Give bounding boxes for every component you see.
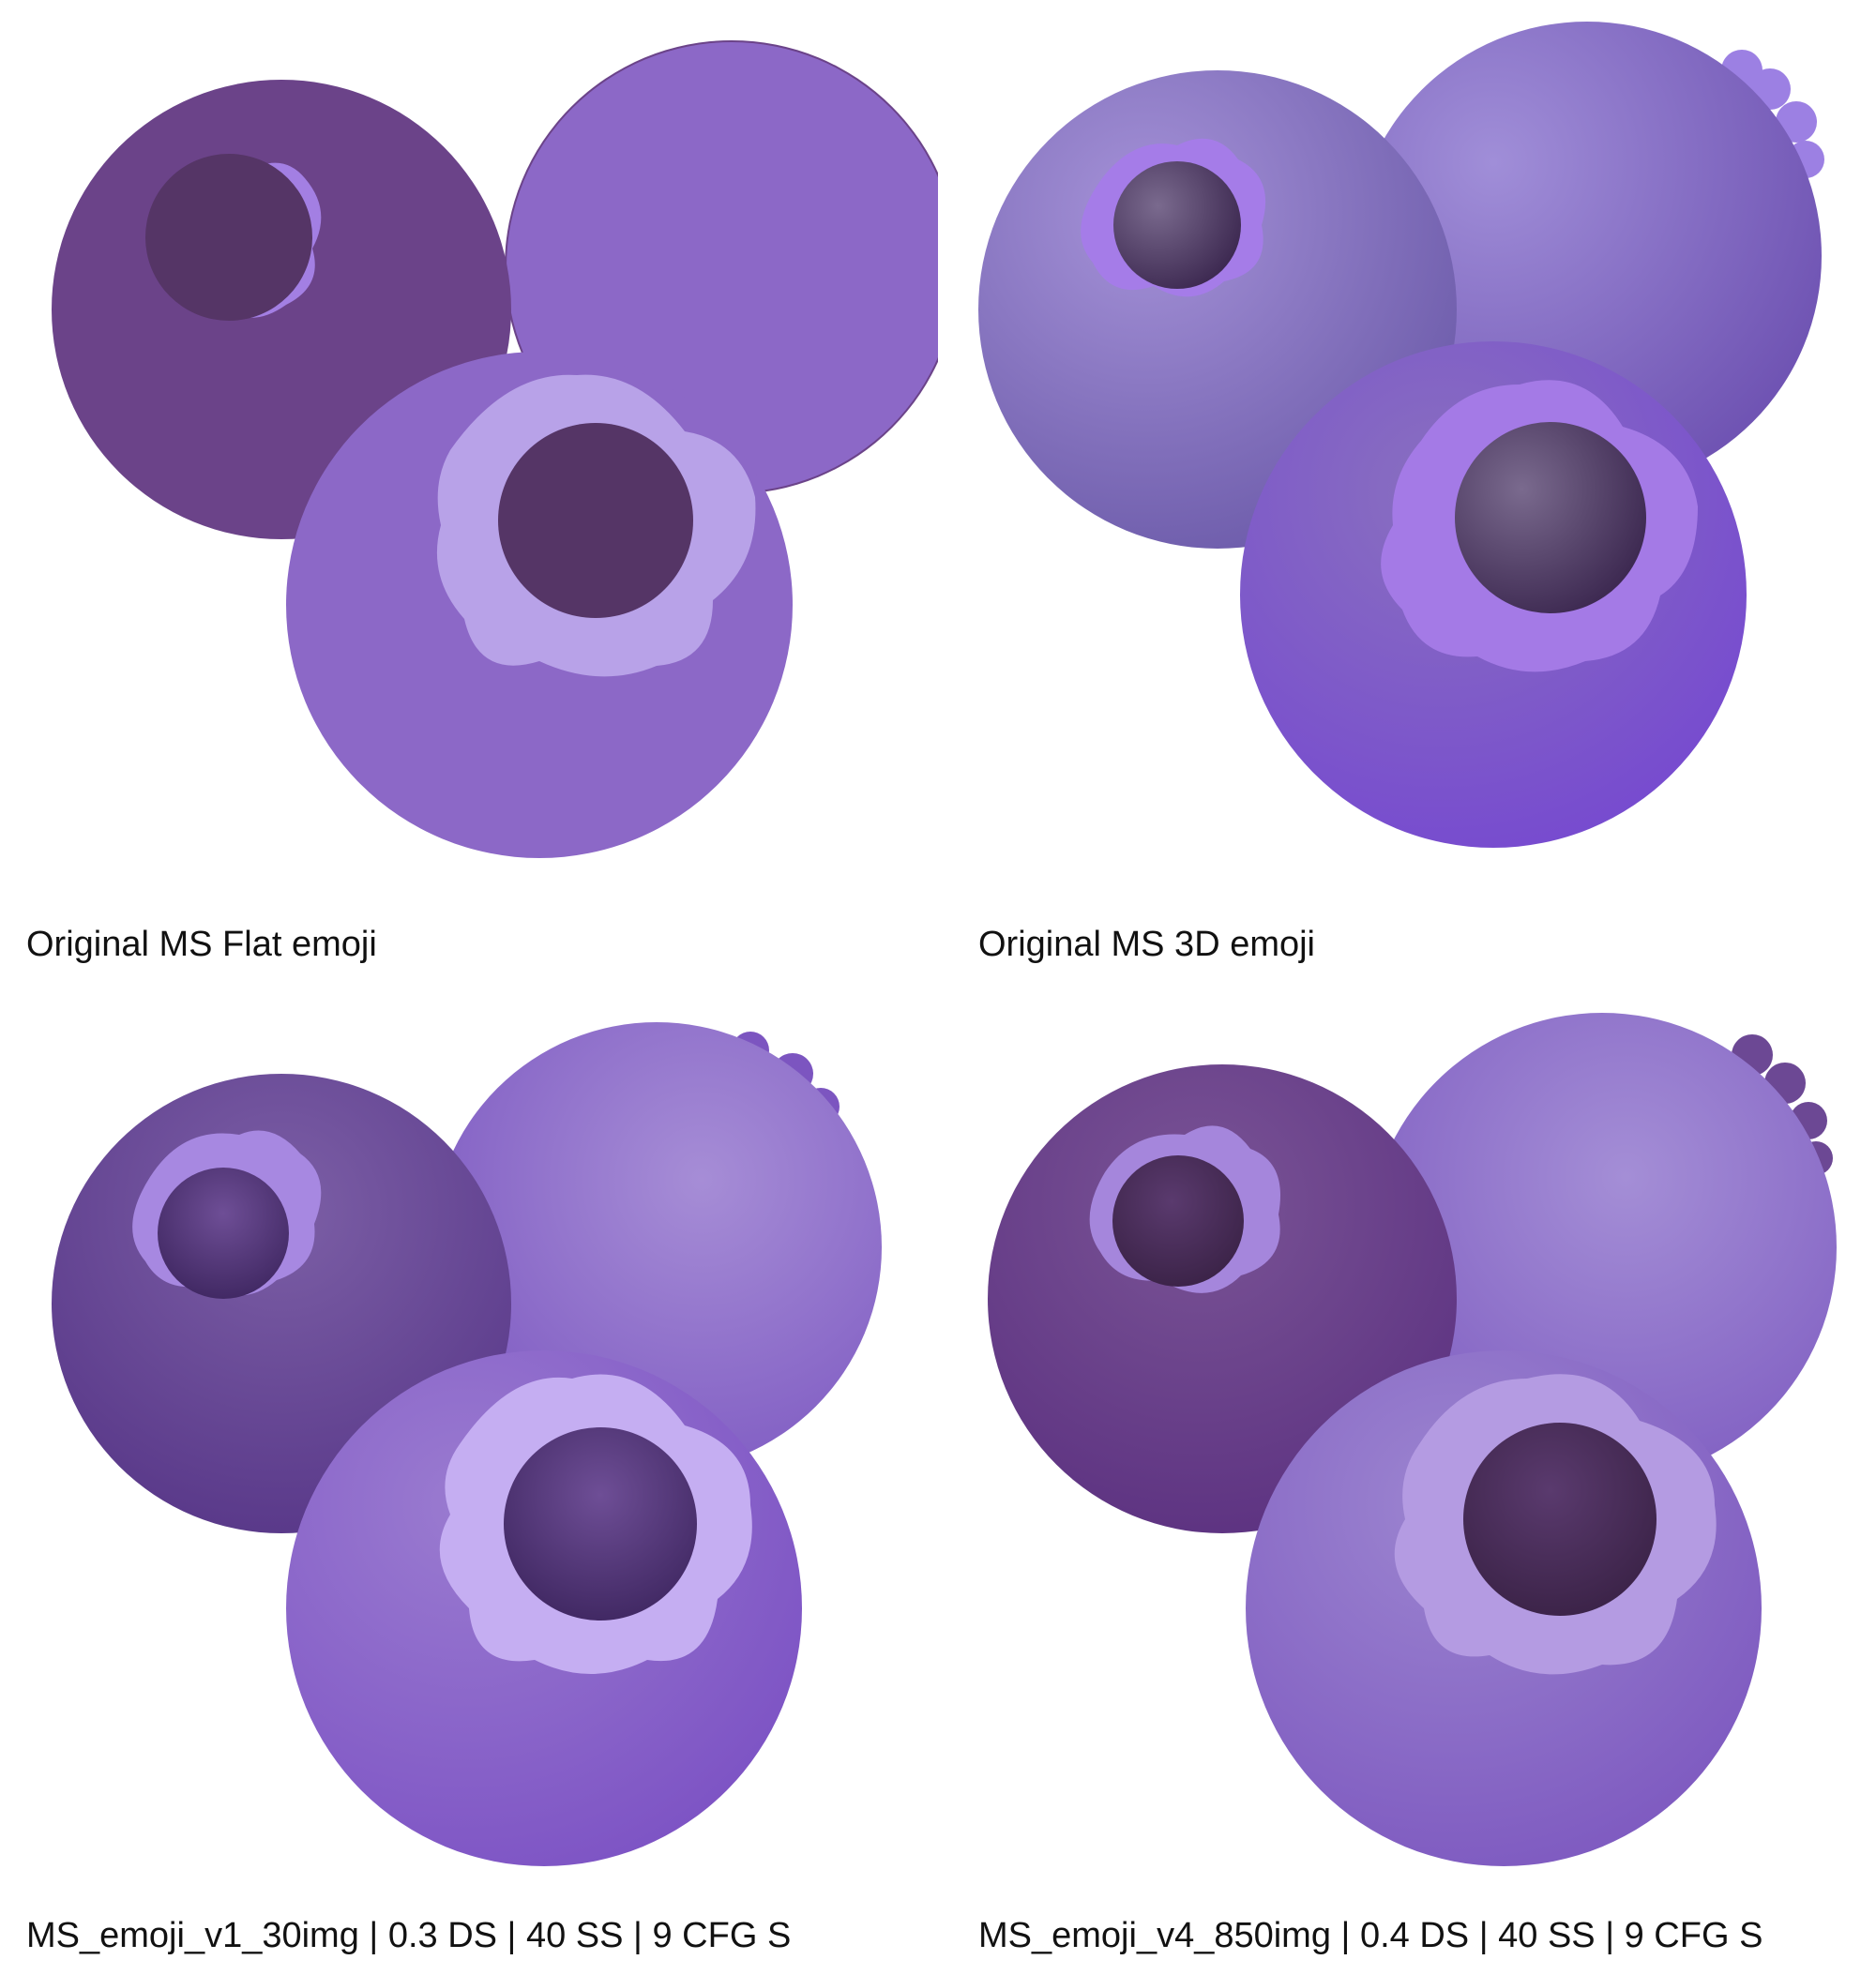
image-panel-v1 (0, 994, 919, 1894)
blueberries-illustration (988, 1013, 1837, 1866)
berry-hole (1113, 161, 1241, 289)
blueberries-illustration (52, 40, 938, 858)
image-panel-flat (0, 0, 938, 900)
caption-flat: Original MS Flat emoji (26, 925, 377, 964)
berry-hole (1455, 422, 1646, 613)
caption-v1: MS_emoji_v1_30img | 0.3 DS | 40 SS | 9 C… (26, 1916, 792, 1955)
blueberries-illustration (978, 22, 1824, 848)
berry-hole (1112, 1155, 1244, 1287)
berry-hole (145, 154, 312, 321)
caption-3d: Original MS 3D emoji (978, 925, 1315, 964)
berry-hole (1463, 1423, 1657, 1616)
blueberries-illustration (52, 1022, 882, 1866)
image-panel-v4 (964, 994, 1865, 1894)
berry-hole (504, 1427, 697, 1621)
berry-hole (158, 1168, 289, 1299)
caption-v4: MS_emoji_v4_850img | 0.4 DS | 40 SS | 9 … (978, 1916, 1763, 1955)
image-panel-3d (938, 0, 1876, 900)
berry-hole (498, 423, 693, 618)
